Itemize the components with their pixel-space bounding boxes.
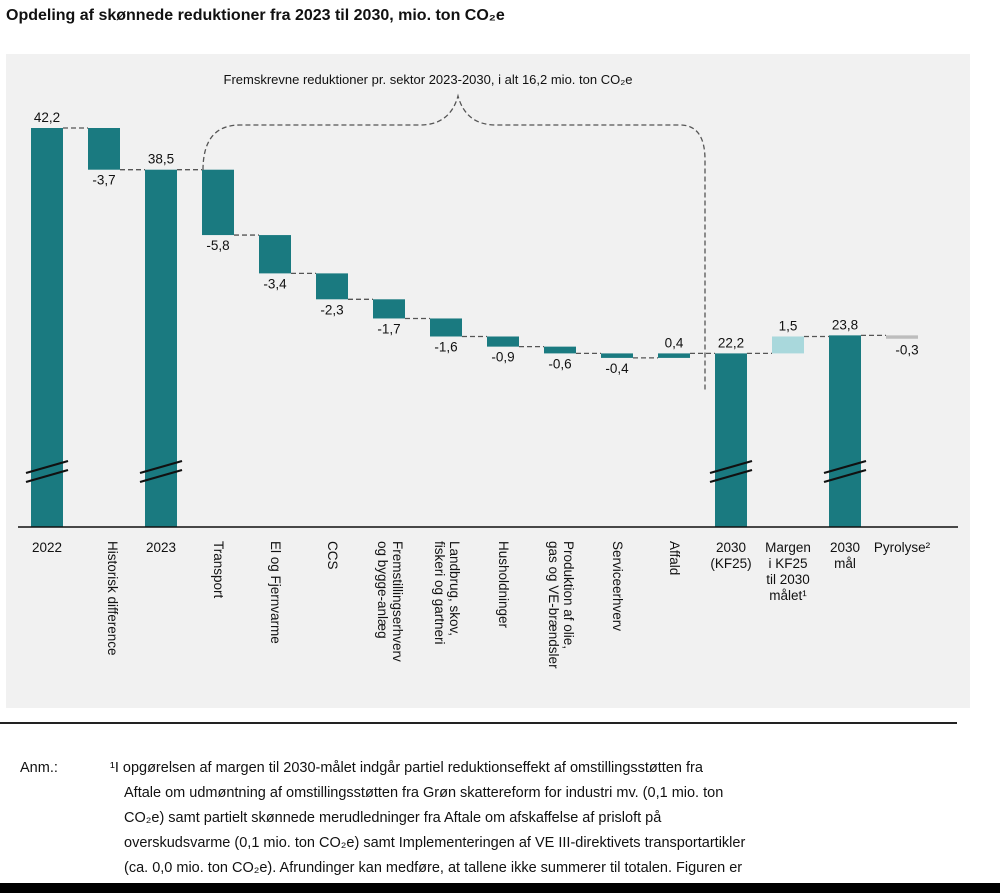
separator-line	[0, 722, 957, 724]
sector-bracket	[202, 93, 706, 392]
data-label-5: -2,3	[320, 302, 343, 317]
note-body: ¹I opgørelsen af margen til 2030-målet i…	[110, 756, 960, 881]
tick-label-5: CCS	[325, 541, 340, 570]
data-label-1: -3,7	[92, 173, 115, 188]
tick-label-13: Margen i KF25 til 2030 målet¹	[765, 540, 811, 603]
bar-10	[601, 353, 633, 358]
bracket-label: Fremskrevne reduktioner pr. sektor 2023-…	[224, 72, 633, 87]
data-label-15: -0,3	[895, 343, 918, 358]
bar-11	[658, 353, 690, 358]
axis-break-mark	[823, 468, 867, 484]
tick-label-2: 2023	[146, 540, 176, 555]
axis-break-mark	[139, 468, 183, 484]
data-label-2: 38,5	[148, 152, 174, 167]
note-line-5: (ca. 0,0 mio. ton CO₂e). Afrundinger kan…	[124, 860, 743, 876]
bar-8	[487, 336, 519, 347]
tick-label-11: Affald	[667, 541, 682, 575]
chart-title: Opdeling af skønnede reduktioner fra 202…	[6, 7, 505, 24]
bar-3	[202, 169, 234, 236]
note-label: Anm.:	[20, 760, 58, 776]
data-label-13: 1,5	[779, 318, 798, 333]
tick-label-6: Fremstillingserhvervog bygge-anlæg	[375, 541, 405, 662]
tick-label-10: Serviceerhverv	[610, 541, 625, 631]
note-line-3: CO₂e) samt partielt skønnede merudlednin…	[124, 810, 662, 826]
data-label-8: -0,9	[491, 350, 514, 365]
tick-label-9: Produktion af olie,gas og VE-brændsler	[546, 541, 576, 669]
bar-6	[373, 299, 405, 319]
data-label-14: 23,8	[832, 317, 858, 332]
bar-4	[259, 235, 291, 274]
tick-label-1: Historisk difference	[105, 541, 120, 656]
axis-break-mark	[823, 459, 867, 475]
tick-label-8: Husholdninger	[496, 541, 511, 629]
bar-14	[829, 335, 861, 527]
axis-break-mark	[709, 468, 753, 484]
bar-9	[544, 346, 576, 354]
data-label-7: -1,6	[434, 339, 457, 354]
tick-label-15: Pyrolyse²	[874, 540, 931, 555]
tick-label-0: 2022	[32, 540, 62, 555]
axis-break-mark	[25, 459, 69, 475]
data-label-3: -5,8	[206, 238, 229, 253]
note-line-4: overskudsvarme (0,1 mio. ton CO₂e) samt …	[124, 835, 746, 851]
bottom-edge	[0, 883, 1000, 893]
data-label-6: -1,7	[377, 321, 400, 336]
waterfall-chart: 42,2 -3,7 38,5 -5,8 -3,4 -2,3 -1,7 -1,6 -0,9 -0,6…	[18, 72, 958, 669]
bar-13	[772, 336, 804, 354]
axis-break-mark	[25, 468, 69, 484]
axis-break-mark	[709, 459, 753, 475]
note-line-2: Aftale om udmøntning af omstillingsstøtt…	[124, 785, 724, 801]
bar-12	[715, 353, 747, 527]
bar-15	[886, 335, 918, 339]
tick-label-3: Transport	[211, 541, 226, 599]
data-label-0: 42,2	[34, 110, 60, 125]
bar-0	[31, 128, 63, 527]
data-label-10: -0,4	[605, 361, 629, 376]
bar-1	[88, 128, 120, 170]
bar-7	[430, 318, 462, 337]
axis-break-mark	[139, 459, 183, 475]
tick-label-14: 2030 mål	[830, 540, 860, 571]
tick-label-7: Landbrug, skov,fiskeri og gartneri	[432, 541, 462, 645]
tick-label-12: 2030 (KF25)	[710, 540, 751, 571]
note-line-1: ¹I opgørelsen af margen til 2030-målet i…	[110, 760, 703, 776]
data-label-4: -3,4	[263, 276, 287, 291]
tick-label-4: El og Fjernvarme	[268, 541, 283, 644]
data-label-12: 22,2	[718, 335, 744, 350]
data-label-9: -0,6	[548, 356, 571, 371]
data-label-11: 0,4	[665, 335, 684, 350]
bar-5	[316, 273, 348, 300]
